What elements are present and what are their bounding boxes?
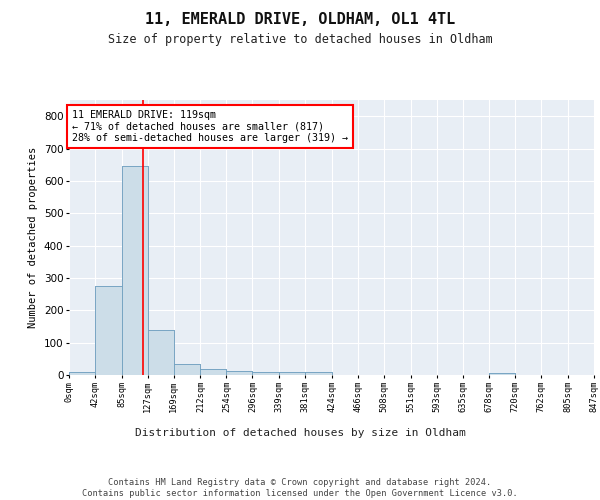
Bar [200,369,226,375]
Bar [95,286,122,375]
Y-axis label: Number of detached properties: Number of detached properties [28,147,38,328]
Text: Distribution of detached houses by size in Oldham: Distribution of detached houses by size … [134,428,466,438]
Bar [69,372,95,375]
Text: Contains HM Land Registry data © Crown copyright and database right 2024.
Contai: Contains HM Land Registry data © Crown c… [82,478,518,498]
Bar [279,372,305,375]
Bar [305,372,332,375]
Bar [253,372,279,375]
Bar [148,330,174,375]
Bar [122,166,148,375]
Bar [174,364,200,375]
Bar [95,286,122,375]
Bar [148,330,174,375]
Bar [279,372,305,375]
Bar [305,372,332,375]
Bar [174,364,200,375]
Bar [122,166,148,375]
Bar [226,371,253,375]
Text: 11 EMERALD DRIVE: 119sqm
← 71% of detached houses are smaller (817)
28% of semi-: 11 EMERALD DRIVE: 119sqm ← 71% of detach… [72,110,348,143]
Bar [489,374,515,375]
Text: Size of property relative to detached houses in Oldham: Size of property relative to detached ho… [107,32,493,46]
Text: 11, EMERALD DRIVE, OLDHAM, OL1 4TL: 11, EMERALD DRIVE, OLDHAM, OL1 4TL [145,12,455,28]
Bar [253,372,279,375]
Bar [226,371,253,375]
Bar [69,372,95,375]
Bar [489,374,515,375]
Bar [200,369,226,375]
